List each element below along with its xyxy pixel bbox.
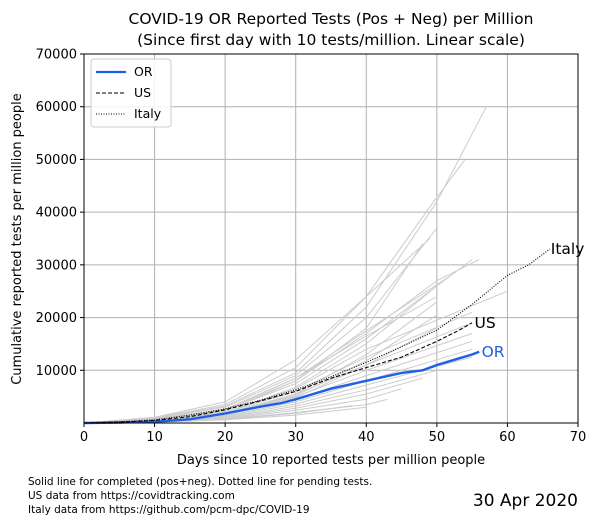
footnote-line-3: Italy data from https://github.com/pcm-d… [28, 504, 310, 516]
footnote-line-1: Solid line for completed (pos+neg). Dott… [28, 476, 372, 488]
legend-label-us: US [134, 85, 151, 100]
end-label-us: US [475, 314, 496, 332]
chart-title-line-1: COVID-19 OR Reported Tests (Pos + Neg) p… [129, 10, 534, 28]
x-tick-label: 50 [429, 430, 446, 445]
y-tick-label: 60000 [36, 100, 77, 115]
y-tick-label: 70000 [36, 48, 77, 63]
x-tick-label: 0 [80, 430, 88, 445]
y-tick-label: 30000 [36, 258, 77, 273]
x-axis-label: Days since 10 reported tests per million… [177, 453, 485, 468]
legend: OR US Italy [90, 58, 172, 128]
legend-label-italy: Italy [134, 106, 162, 121]
x-tick-label: 60 [499, 430, 516, 445]
background-series-line [83, 159, 466, 424]
x-tick-label: 30 [287, 430, 304, 445]
background-series-group [83, 106, 508, 424]
x-tick-label: 40 [358, 430, 375, 445]
y-tick-label: 20000 [36, 311, 77, 326]
x-tick-label: 70 [570, 430, 587, 445]
y-tick-label: 10000 [36, 364, 77, 379]
x-tick-label: 20 [217, 430, 234, 445]
y-tick-label: 40000 [36, 206, 77, 221]
y-axis-label: Cumulative reported tests per million pe… [10, 93, 25, 385]
background-series-line [83, 311, 473, 424]
background-series-line [83, 238, 431, 424]
plot-area-frame [83, 53, 579, 424]
chart-title-line-2: (Since first day with 10 tests/million. … [137, 31, 525, 49]
series-line-italy [83, 248, 551, 424]
background-series-line [83, 296, 438, 424]
axis-ticks: 0 10 20 30 40 50 60 70 10000 20000 30000 40000 50000… [36, 48, 587, 446]
date-stamp: 30 Apr 2020 [473, 491, 578, 511]
x-tick-label: 10 [146, 430, 163, 445]
series-line-or [83, 350, 480, 425]
y-tick-label: 50000 [36, 153, 77, 168]
main-series-group [83, 248, 551, 425]
end-label-italy: Italy [551, 240, 585, 258]
legend-label-or: OR [134, 64, 153, 79]
background-series-line [83, 259, 480, 424]
end-labels: Italy US OR [475, 240, 585, 361]
end-label-or: OR [482, 343, 505, 361]
footnote-line-2: US data from https://covidtracking.com [28, 490, 235, 502]
legend-box [90, 58, 172, 128]
background-series-line [83, 332, 473, 424]
